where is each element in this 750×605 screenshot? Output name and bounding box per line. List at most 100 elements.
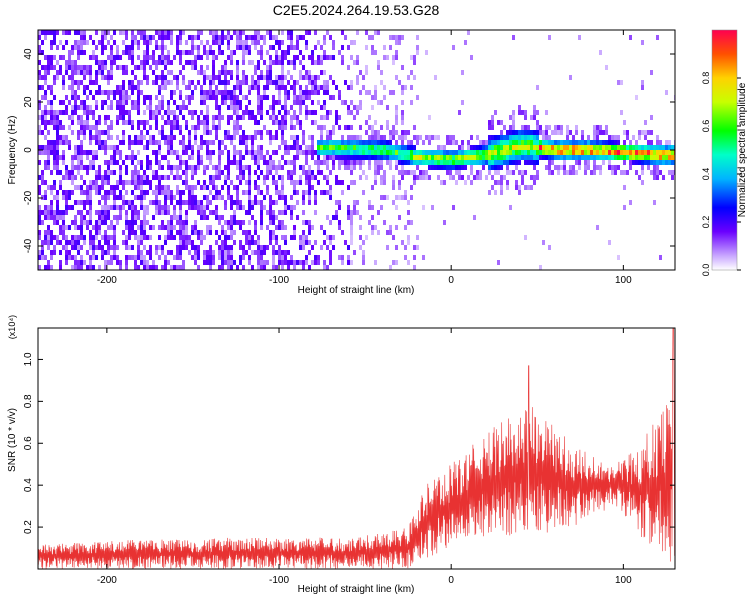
spectrogram-cell <box>236 35 239 40</box>
spectrogram-cell <box>242 250 245 255</box>
spectrogram-cell <box>251 265 254 270</box>
spectrogram-cell <box>65 195 68 200</box>
spectrogram-cell <box>362 260 365 265</box>
spectrogram-cell <box>47 85 50 90</box>
spectrogram-cell <box>158 75 161 80</box>
spectrogram-cell <box>176 170 179 175</box>
spectrogram-cell <box>371 130 374 135</box>
spectrogram-cell <box>293 165 296 170</box>
spectrogram-cell <box>137 160 140 165</box>
spectrogram-cell <box>41 250 44 255</box>
spectrogram-cell <box>86 200 89 205</box>
spectrogram-cell <box>62 75 65 80</box>
spectrogram-cell <box>494 150 497 155</box>
spectrogram-cell <box>56 205 59 210</box>
spectrogram-cell <box>185 60 188 65</box>
spectrogram-cell <box>365 90 368 95</box>
spectrogram-cell <box>488 150 491 155</box>
spectrogram-cell <box>638 175 641 180</box>
spectrogram-cell <box>197 235 200 240</box>
spectrogram-cell <box>77 120 80 125</box>
spectrogram-cell <box>548 155 551 160</box>
spectrogram-cell <box>173 90 176 95</box>
spectrogram-cell <box>38 210 41 215</box>
spectrogram-cell <box>161 55 164 60</box>
spectrogram-cell <box>209 95 212 100</box>
spectrogram-cell <box>239 245 242 250</box>
spectrogram-cell <box>251 60 254 65</box>
spectrogram-cell <box>53 65 56 70</box>
spectrogram-cell <box>218 90 221 95</box>
spectrogram-cell <box>368 145 371 150</box>
spectrogram-cell <box>293 45 296 50</box>
spectrogram-cell <box>431 205 434 210</box>
spectrogram-cell <box>107 190 110 195</box>
spectrogram-cell <box>110 245 113 250</box>
spectrogram-cell <box>92 125 95 130</box>
spectrogram-cell <box>611 140 614 145</box>
spectrogram-cell <box>353 145 356 150</box>
spectrogram-cell <box>140 90 143 95</box>
spectrogram-cell <box>185 175 188 180</box>
spectrogram-cell <box>155 205 158 210</box>
spectrogram-cell <box>644 160 647 165</box>
spectrogram-cell <box>494 180 497 185</box>
spectrogram-cell <box>323 115 326 120</box>
spectrogram-cell <box>215 195 218 200</box>
spectrogram-cell <box>269 70 272 75</box>
spectrogram-cell <box>278 55 281 60</box>
spectrogram-cell <box>230 70 233 75</box>
spectrogram-cell <box>56 210 59 215</box>
spectrogram-cell <box>608 165 611 170</box>
spectrogram-cell <box>536 140 539 145</box>
spectrogram-cell <box>554 130 557 135</box>
spectrogram-cell <box>293 190 296 195</box>
spectrogram-cell <box>299 145 302 150</box>
spectrogram-cell <box>335 150 338 155</box>
spectrogram-cell <box>365 140 368 145</box>
spectrogram-cell <box>314 75 317 80</box>
spectrogram-cell <box>329 75 332 80</box>
spectrogram-cell <box>92 55 95 60</box>
spectrogram-cell <box>146 205 149 210</box>
spectrogram-cell <box>395 130 398 135</box>
spectrogram-cell <box>218 215 221 220</box>
spectrogram-cell <box>170 60 173 65</box>
spectrogram-cell <box>206 260 209 265</box>
spectrogram-cell <box>272 45 275 50</box>
spectrogram-cell <box>299 175 302 180</box>
spectrogram-cell <box>557 150 560 155</box>
spectrogram-cell <box>176 125 179 130</box>
spectrogram-cell <box>638 150 641 155</box>
spectrogram-cell <box>59 260 62 265</box>
spectrogram-cell <box>422 160 425 165</box>
spectrogram-cell <box>278 80 281 85</box>
spectrogram-cell <box>47 55 50 60</box>
spectrogram-cell <box>581 150 584 155</box>
spectrogram-cell <box>149 115 152 120</box>
spectrogram-cell <box>563 160 566 165</box>
spectrogram-cell <box>218 245 221 250</box>
spectrogram-cell <box>569 140 572 145</box>
spectrogram-cell <box>137 185 140 190</box>
spectrogram-cell <box>500 145 503 150</box>
spectrogram-cell <box>305 110 308 115</box>
spectrogram-cell <box>497 165 500 170</box>
spectrogram-cell <box>368 90 371 95</box>
spectrogram-cell <box>158 205 161 210</box>
spectrogram-cell <box>122 95 125 100</box>
spectrogram-cell <box>278 120 281 125</box>
spectrogram-cell <box>188 195 191 200</box>
spectrogram-cell <box>638 160 641 165</box>
spectrogram-cell <box>527 145 530 150</box>
spectrogram-cell <box>203 50 206 55</box>
spectrogram-cell <box>413 135 416 140</box>
spectrogram-cell <box>281 155 284 160</box>
spectrogram-cell <box>47 210 50 215</box>
spectrogram-cell <box>110 185 113 190</box>
spectrogram-cell <box>347 210 350 215</box>
spectrogram-cell <box>44 210 47 215</box>
spectrogram-cell <box>77 170 80 175</box>
spectrogram-cell <box>173 115 176 120</box>
spectrogram-cell <box>185 235 188 240</box>
